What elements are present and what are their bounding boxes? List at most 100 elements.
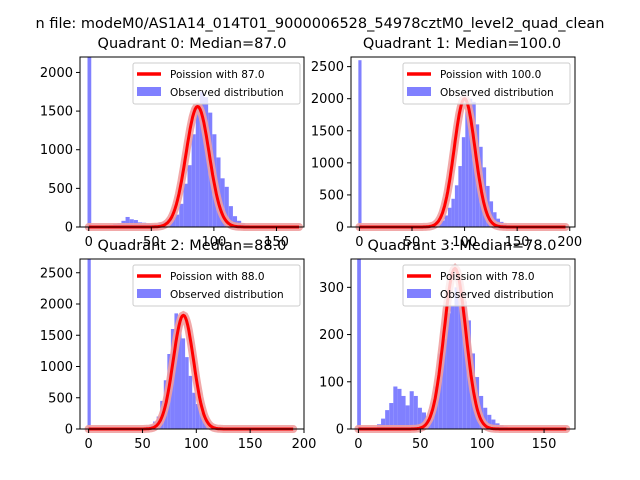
legend-curve-label: Poission with 87.0	[170, 69, 265, 81]
x-tick-label: 50	[404, 235, 421, 250]
x-tick-label: 100	[452, 235, 477, 250]
y-tick-label: 2500	[311, 60, 344, 75]
legend-curve-label: Poission with 100.0	[440, 69, 541, 81]
legend-box	[132, 62, 301, 105]
legend-bars-label: Observed distribution	[440, 87, 554, 99]
histogram-bar	[409, 391, 414, 429]
histogram-bar	[483, 407, 488, 429]
histogram-bar	[442, 339, 447, 429]
y-tick-label: 0	[336, 221, 344, 236]
subplot-quadrant-1: Quadrant 1: Median=100.0 0 50 100 150 2000 50…	[311, 36, 582, 250]
legend-bars-swatch	[407, 289, 431, 298]
axes-frame	[79, 56, 305, 228]
histogram-bar	[385, 410, 390, 429]
x-tick-label: 100	[184, 437, 209, 452]
x-tick-label: 0	[354, 437, 362, 452]
x-tick-label: 50	[412, 437, 429, 452]
histogram-bar	[381, 418, 386, 429]
subplot-title: Quadrant 2: Median=88.0	[98, 238, 287, 254]
subplot-title: Quadrant 1: Median=100.0	[363, 36, 561, 52]
zero-spike-bar	[87, 57, 92, 227]
histogram-bar	[451, 198, 455, 227]
subplot-title: Quadrant 3: Median=78.0	[368, 238, 557, 254]
x-tick-label: 150	[505, 235, 530, 250]
histogram-bar	[446, 313, 451, 429]
histogram-bar	[185, 357, 189, 429]
histogram-bar	[461, 137, 466, 227]
legend: Poission with 88.0 Observed distribution	[132, 264, 301, 307]
histogram-bar	[491, 419, 496, 429]
histogram-bar	[187, 165, 192, 227]
y-tick-label: 500	[319, 188, 344, 203]
legend-bars-swatch	[407, 87, 431, 96]
histogram-bar	[401, 395, 406, 429]
zero-spike-bar	[87, 259, 91, 429]
legend-box	[402, 62, 571, 105]
x-tick-label: 0	[85, 235, 93, 250]
histogram-bar	[441, 220, 445, 227]
zero-spike-bar	[357, 259, 361, 429]
legend-bars-label: Observed distribution	[170, 87, 284, 99]
x-tick-label: 150	[238, 437, 263, 452]
y-tick-label: 2000	[311, 92, 344, 107]
histogram-bar	[450, 306, 455, 429]
histogram-bar	[191, 134, 196, 227]
x-tick-label: 150	[264, 235, 289, 250]
legend-box	[402, 264, 571, 307]
legend: Poission with 87.0 Observed distribution	[132, 62, 301, 105]
legend-bars-label: Observed distribution	[440, 289, 554, 301]
y-tick-label: 1000	[40, 360, 73, 375]
histogram-bar	[413, 395, 418, 429]
legend-box	[132, 264, 301, 307]
subplot-title: Quadrant 0: Median=87.0	[98, 36, 287, 52]
figure-suptitle: n file: modeM0/AS1A14_014T01_9000006528_…	[36, 16, 605, 32]
histogram-bar	[175, 214, 180, 227]
axes-frame	[350, 258, 576, 430]
histogram-bar	[468, 98, 473, 227]
histogram-bar	[188, 375, 193, 429]
histogram-bar	[199, 412, 203, 429]
x-tick-label: 50	[134, 437, 151, 452]
x-tick-label: 0	[84, 437, 92, 452]
legend: Poission with 100.0 Observed distributio…	[402, 62, 571, 105]
histogram-bar	[458, 166, 462, 227]
subplot-quadrant-3: Quadrant 3: Median=78.0 0 50 100 150 0 100 200…	[319, 238, 576, 452]
x-tick-label: 0	[355, 235, 363, 250]
subplot-quadrant-2: Quadrant 2: Median=88.0 0 50 100 150 2000500…	[40, 238, 317, 452]
y-tick-label: 1500	[40, 329, 73, 344]
x-tick-label: 100	[470, 437, 495, 452]
histogram-bar	[487, 414, 492, 429]
legend: Poission with 78.0 Observed distribution	[402, 264, 571, 307]
y-tick-label: 1500	[40, 105, 73, 120]
legend-bars-swatch	[137, 87, 161, 96]
y-tick-label: 1000	[40, 143, 73, 158]
y-tick-label: 2000	[40, 66, 73, 81]
histogram-bar	[174, 313, 178, 429]
x-tick-label: 50	[143, 235, 160, 250]
y-tick-label: 1500	[311, 124, 344, 139]
histogram-bar	[195, 103, 200, 227]
histogram-bar	[179, 203, 184, 227]
histogram-bar	[417, 407, 422, 429]
histogram-bar	[232, 216, 238, 227]
histogram-bar	[195, 404, 200, 429]
histogram-bar	[389, 403, 394, 429]
histogram-bar	[183, 183, 188, 227]
x-tick-label: 100	[201, 235, 226, 250]
histogram-bar	[178, 319, 182, 429]
x-tick-label: 200	[292, 437, 317, 452]
y-tick-label: 500	[48, 391, 73, 406]
plot-area: 0 50 100 150 0 100 200 300	[319, 258, 576, 452]
legend-bars-swatch	[137, 289, 161, 298]
histogram-bar	[228, 206, 233, 227]
histogram-bar	[199, 91, 205, 227]
y-tick-label: 0	[65, 423, 73, 438]
legend-bars-label: Observed distribution	[170, 289, 284, 301]
y-tick-label: 1000	[311, 156, 344, 171]
histogram-bar	[192, 392, 196, 429]
histogram-bar	[181, 338, 186, 429]
histogram-bar	[493, 212, 497, 227]
